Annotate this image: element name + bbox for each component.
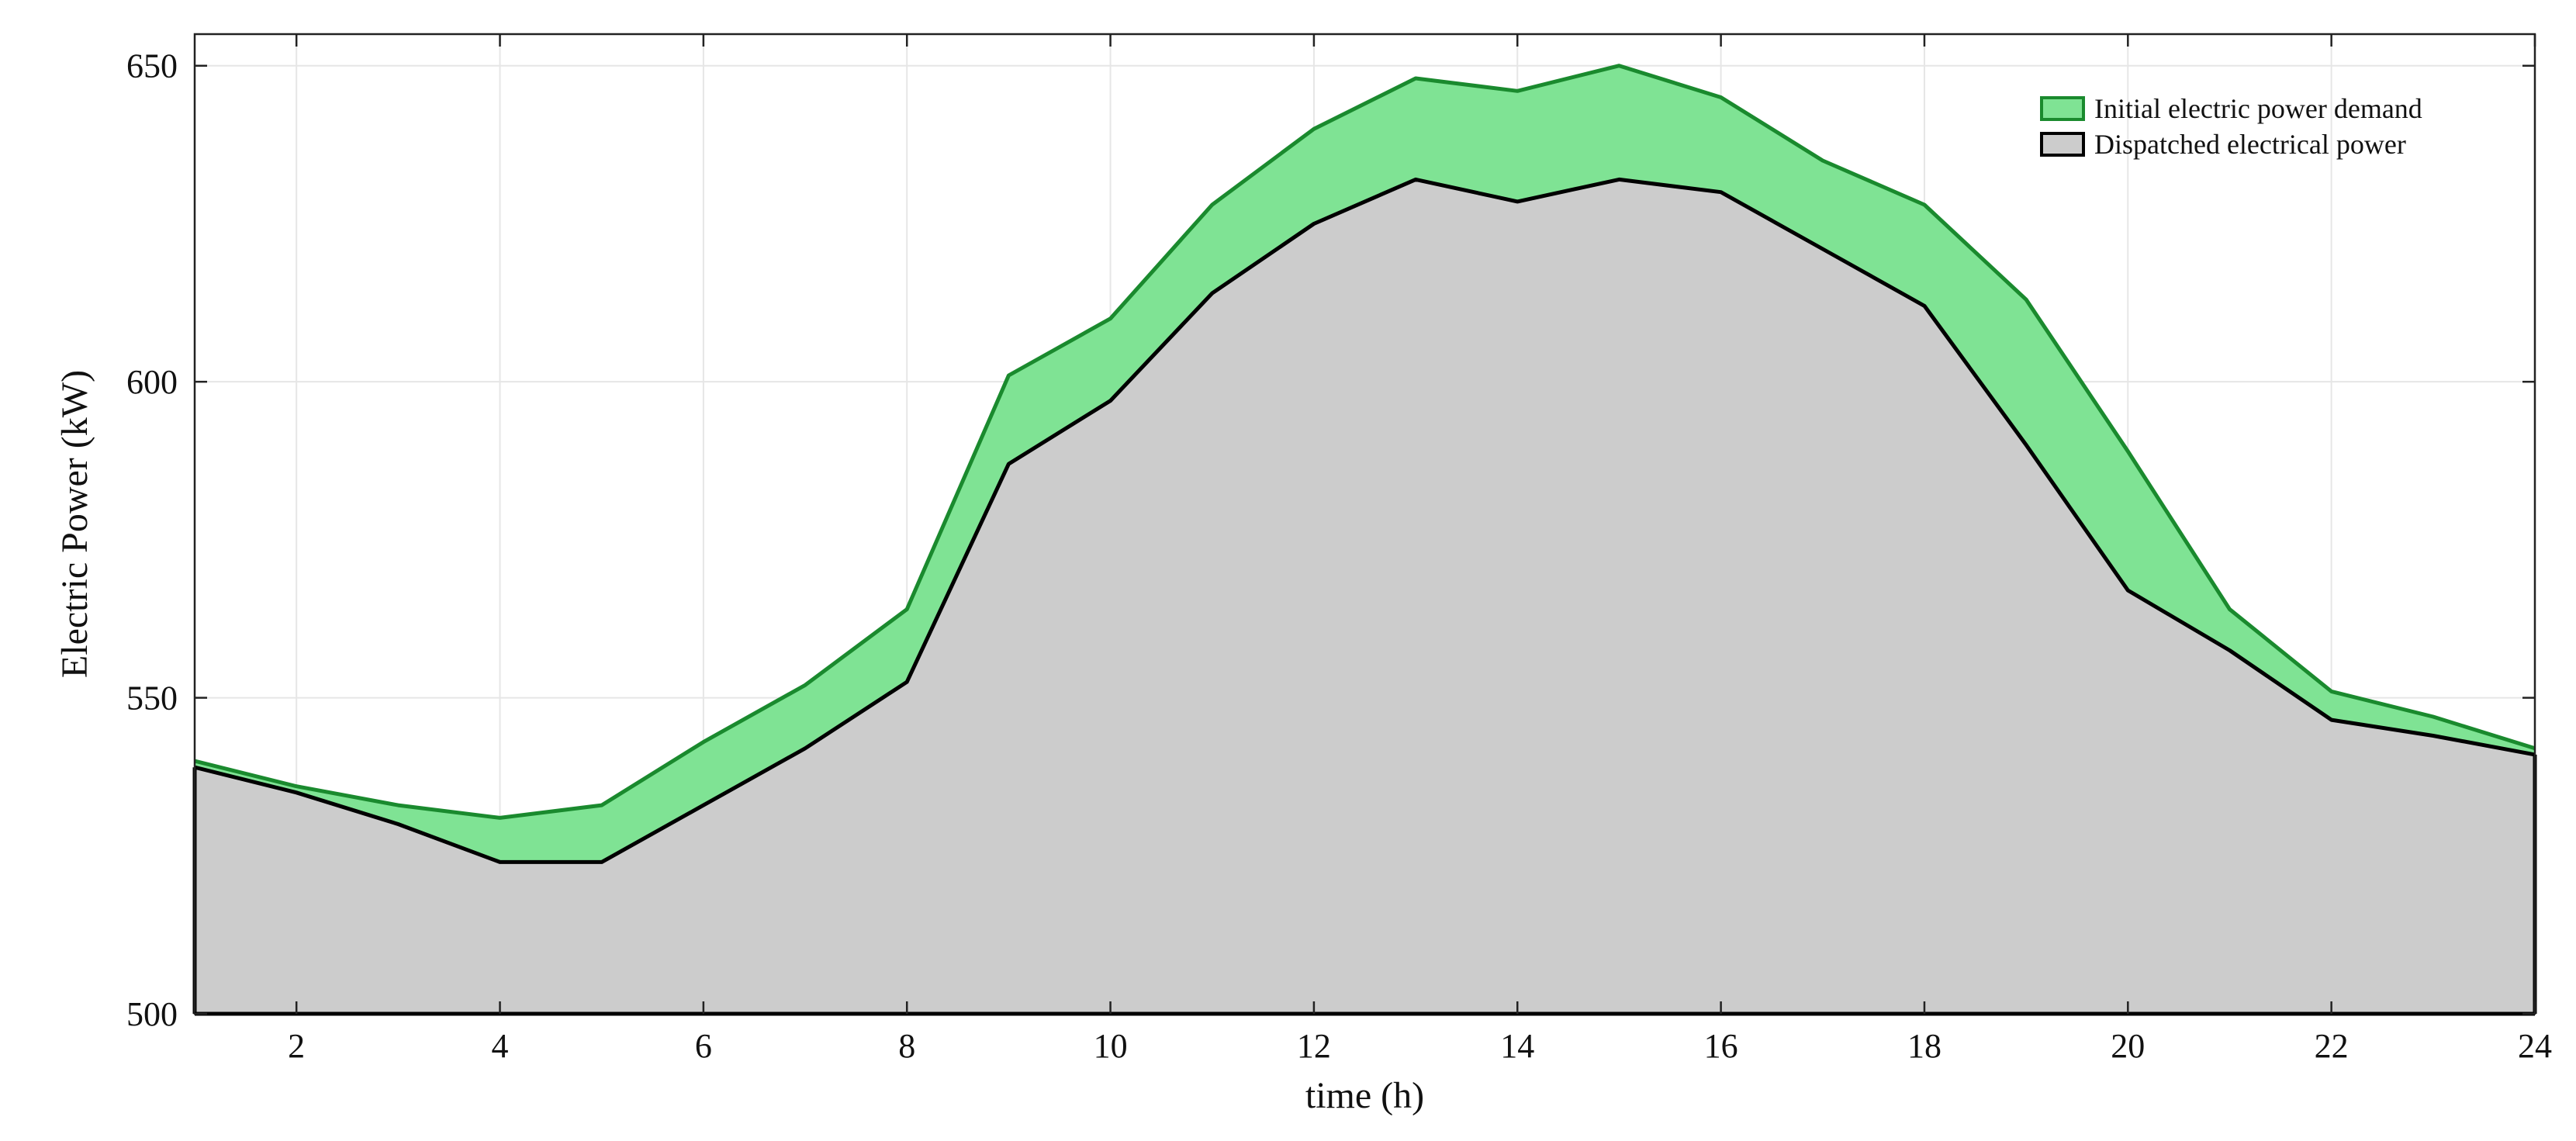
legend-label-initial-demand: Initial electric power demand (2094, 93, 2422, 124)
series-line-initial-demand (194, 64, 2536, 820)
legend-label-dispatched-power: Dispatched electrical power (2094, 129, 2406, 160)
series-line-dispatched-power (194, 177, 2536, 864)
x-tick-label-16: 16 (1704, 1027, 1738, 1065)
y-tick-label-550: 550 (126, 679, 178, 717)
x-tick-label-6: 6 (695, 1027, 712, 1065)
legend: Initial electric power demand Dispatched … (2040, 93, 2422, 160)
x-axis-label: time (h) (1305, 1075, 1424, 1116)
x-tick-label-4: 4 (492, 1027, 509, 1065)
x-tick-label-22: 22 (2315, 1027, 2349, 1065)
x-tick-label-24: 24 (2518, 1027, 2552, 1065)
legend-swatch-dispatched-power (2040, 132, 2085, 157)
area-fill-dispatched-power (195, 179, 2535, 1014)
x-tick-label-18: 18 (1907, 1027, 1942, 1065)
y-tick-label-650: 650 (126, 47, 178, 85)
x-tick-label-2: 2 (288, 1027, 305, 1065)
y-tick-label-600: 600 (126, 363, 178, 401)
x-tick-label-14: 14 (1500, 1027, 1534, 1065)
x-tick-label-20: 20 (2111, 1027, 2145, 1065)
y-axis-label: Electric Power (kW) (54, 370, 95, 678)
x-tick-label-8: 8 (898, 1027, 915, 1065)
x-tick-label-10: 10 (1094, 1027, 1128, 1065)
plot-frame (193, 33, 2536, 1016)
x-tick-label-12: 12 (1297, 1027, 1331, 1065)
axis-ticks (195, 34, 2536, 1015)
legend-swatch-initial-demand (2040, 96, 2085, 121)
y-tick-label-500: 500 (126, 995, 178, 1033)
area-series (192, 64, 2537, 1015)
